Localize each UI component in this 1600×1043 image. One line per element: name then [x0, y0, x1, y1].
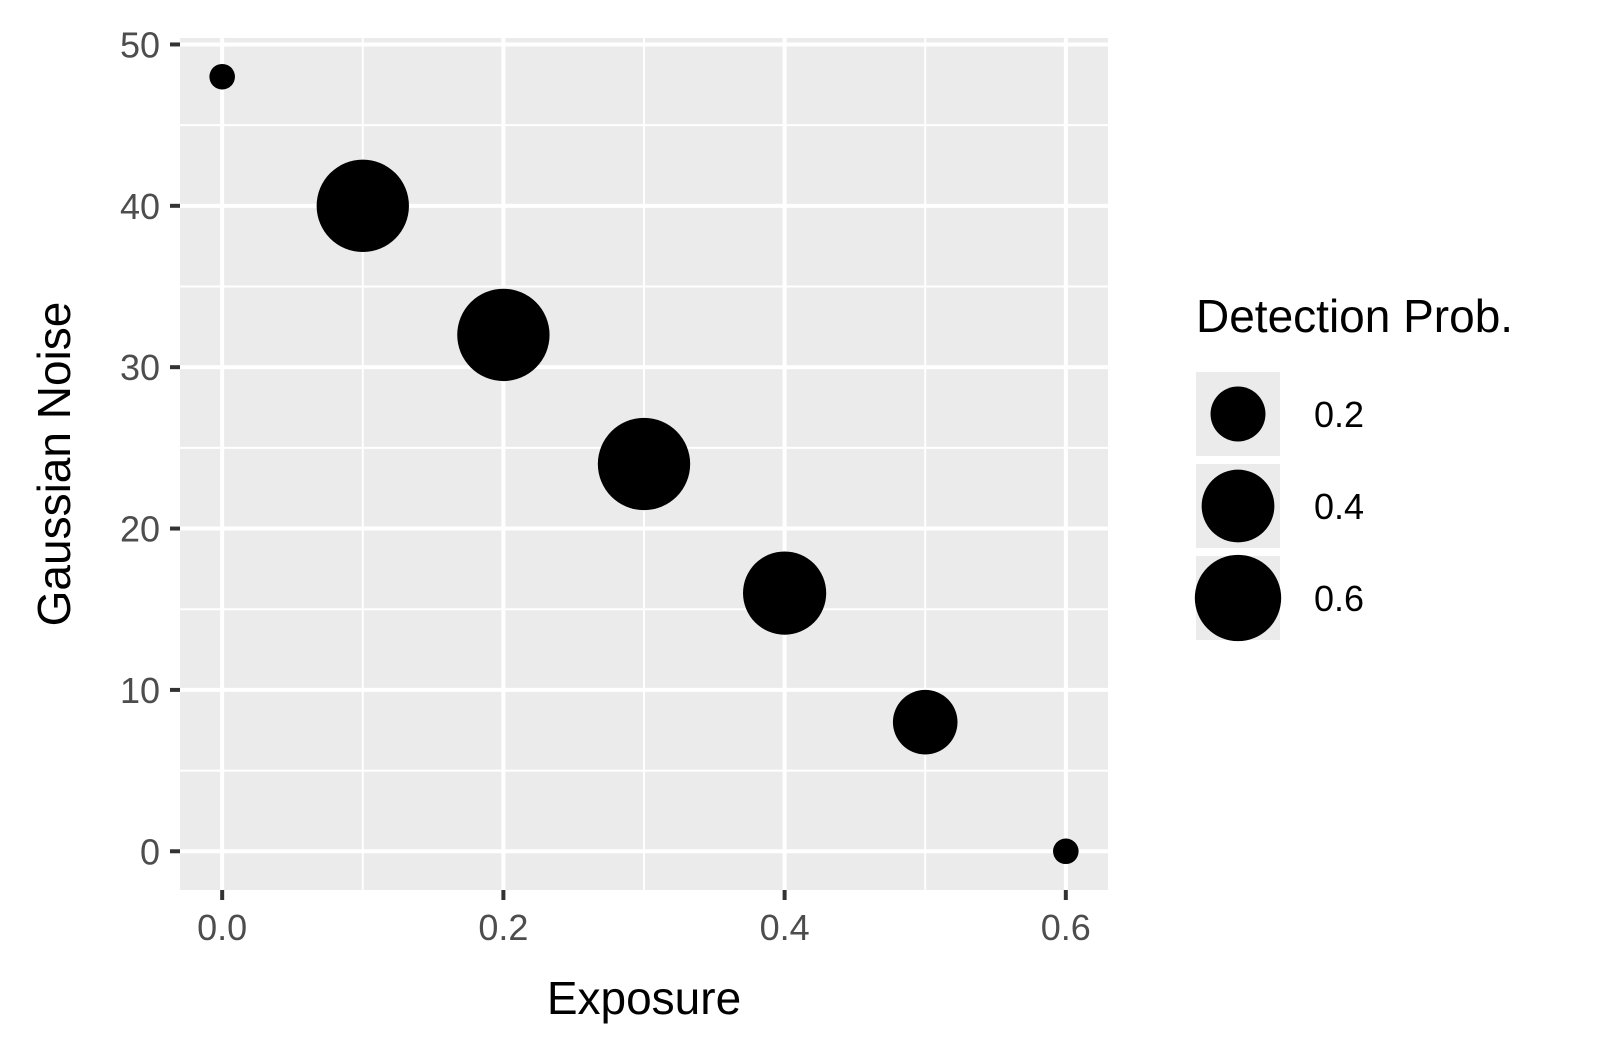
legend-title: Detection Prob. — [1196, 290, 1513, 342]
x-tick-label: 0.6 — [1041, 907, 1091, 948]
legend-label: 0.2 — [1314, 394, 1364, 435]
data-point — [1053, 838, 1079, 865]
x-axis: 0.0 0.2 0.4 0.6 — [197, 890, 1091, 948]
y-tick-label: 40 — [120, 186, 160, 227]
y-tick-label: 10 — [120, 670, 160, 711]
x-tick-label: 0.4 — [760, 907, 810, 948]
y-tick-label: 0 — [140, 831, 160, 872]
x-tick-label: 0.2 — [478, 907, 528, 948]
legend-key-point — [1194, 554, 1282, 642]
legend: Detection Prob. 0.2 0.4 0.6 — [1194, 290, 1513, 642]
data-point — [743, 551, 827, 635]
legend-label: 0.6 — [1314, 578, 1364, 619]
legend-key-point — [1210, 386, 1266, 442]
y-tick-label: 50 — [120, 24, 160, 65]
data-point — [316, 159, 409, 252]
major-gridlines — [180, 38, 1108, 890]
legend-key-point — [1201, 469, 1275, 543]
legend-entries: 0.2 0.4 0.6 — [1194, 372, 1364, 642]
y-axis: 0 10 20 30 40 50 — [120, 24, 180, 872]
y-tick-label: 30 — [120, 347, 160, 388]
data-point — [457, 288, 550, 382]
data-point — [209, 63, 235, 90]
y-axis-title: Gaussian Noise — [28, 302, 80, 627]
y-tick-label: 20 — [120, 509, 160, 550]
data-point — [597, 417, 691, 511]
data-point — [892, 689, 958, 755]
data-points — [209, 63, 1079, 865]
x-axis-title: Exposure — [547, 972, 741, 1024]
legend-label: 0.4 — [1314, 486, 1364, 527]
x-tick-label: 0.0 — [197, 907, 247, 948]
